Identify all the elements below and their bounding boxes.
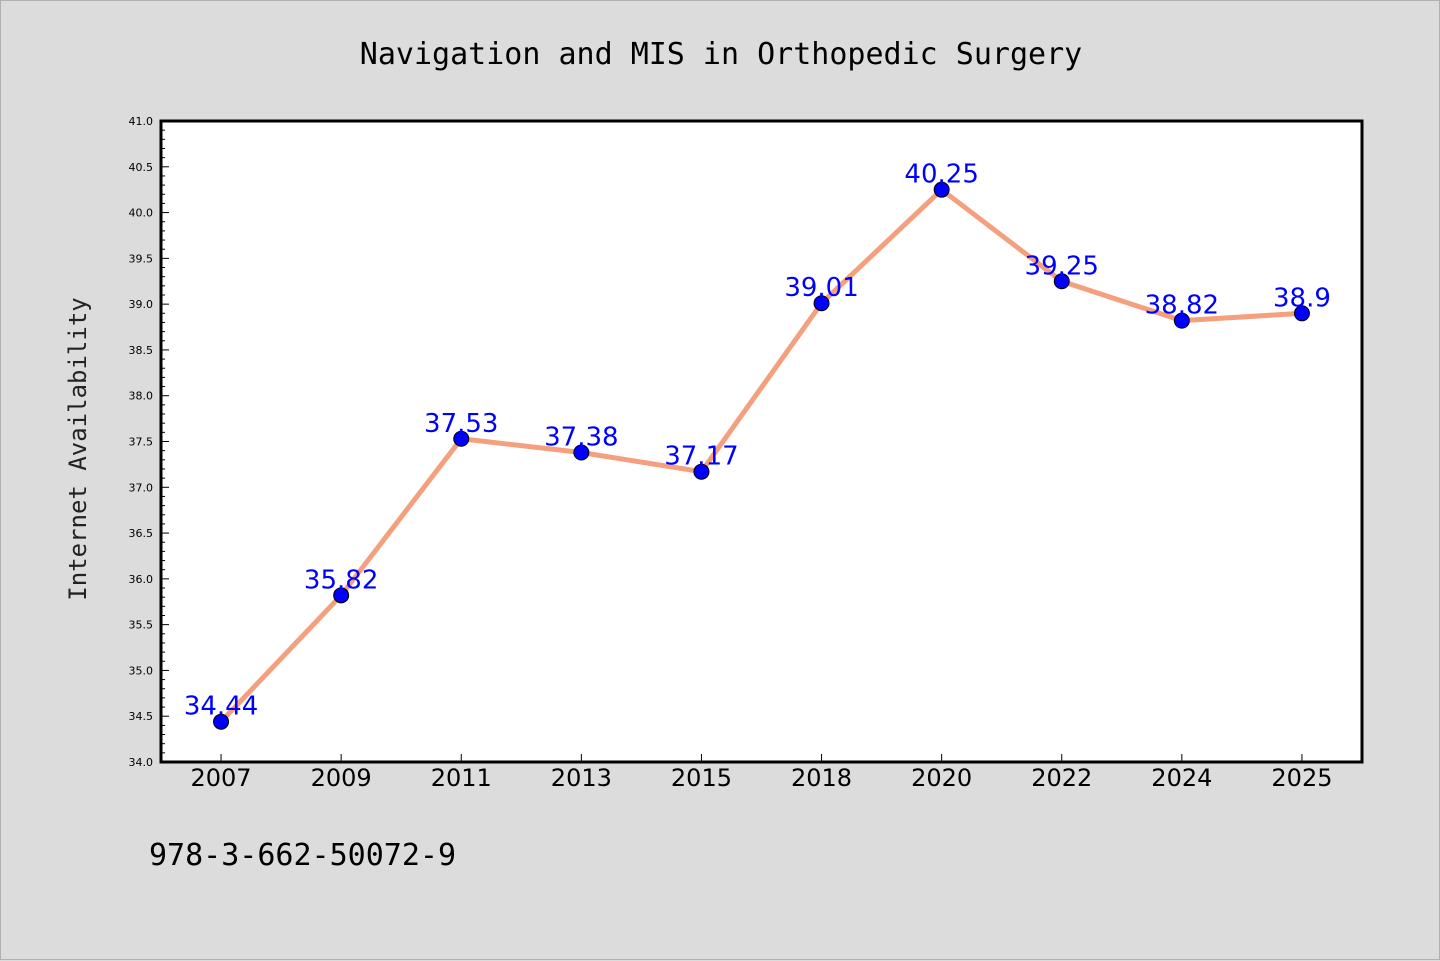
data-label: 38.9 <box>1273 283 1331 313</box>
y-axis-label: Internet Availability <box>64 297 92 600</box>
data-point <box>693 463 710 480</box>
data-label: 35.82 <box>304 565 378 595</box>
y-tick-label: 40.5 <box>129 161 154 174</box>
data-point <box>813 295 830 312</box>
y-tick-label: 40.0 <box>129 207 154 220</box>
y-tick-label: 37.0 <box>129 481 154 494</box>
data-label: 39.01 <box>784 273 858 303</box>
data-label: 38.82 <box>1145 291 1219 321</box>
y-tick-label: 35.5 <box>129 619 154 632</box>
x-tick-label: 2011 <box>431 764 492 792</box>
series-layer: 34.44 35.82 37.53 37.38 37.17 39.01 40.25 39.25… <box>184 160 1331 730</box>
y-tick-label: 37.5 <box>129 436 154 449</box>
y-tick-label: 39.5 <box>129 252 154 265</box>
x-tick-label: 2022 <box>1031 764 1092 792</box>
data-label: 37.38 <box>544 422 618 452</box>
x-tick-label: 2013 <box>551 764 612 792</box>
data-point <box>1053 273 1070 290</box>
x-tick-label: 2025 <box>1271 764 1332 792</box>
x-tick-label: 2015 <box>671 764 732 792</box>
x-tick-label: 2024 <box>1151 764 1212 792</box>
data-label: 34.44 <box>184 692 258 722</box>
y-tick-label: 35.0 <box>129 664 154 677</box>
chart-title: Navigation and MIS in Orthopedic Surgery <box>360 37 1082 72</box>
footer-isbn: 978-3-662-50072-9 <box>149 838 456 873</box>
data-point <box>453 430 470 447</box>
data-point <box>1293 305 1310 322</box>
x-tick-label: 2018 <box>791 764 852 792</box>
data-label: 39.25 <box>1025 251 1099 281</box>
data-label: 40.25 <box>904 160 978 190</box>
y-tick-label: 36.5 <box>129 527 154 540</box>
x-tick-label: 2009 <box>311 764 372 792</box>
series-line <box>218 187 1305 725</box>
y-tick-label: 34.5 <box>129 710 154 723</box>
data-label: 37.53 <box>424 409 498 439</box>
data-point <box>1173 312 1190 329</box>
y-tick-label: 36.0 <box>129 573 154 586</box>
data-label: 37.17 <box>664 442 738 472</box>
y-tick-label: 34.0 <box>129 756 154 769</box>
data-point <box>333 587 350 604</box>
y-tick-label: 41.0 <box>129 115 154 128</box>
plot-border <box>159 119 1364 764</box>
y-tick-label: 38.5 <box>129 344 154 357</box>
plot-area <box>161 121 1362 762</box>
x-tick-label: 2007 <box>191 764 252 792</box>
y-tick-label: 38.0 <box>129 390 154 403</box>
data-point <box>573 444 590 461</box>
data-point <box>933 181 950 198</box>
x-tick-label: 2020 <box>911 764 972 792</box>
y-tick-label: 39.0 <box>129 298 154 311</box>
data-point <box>213 713 230 730</box>
x-axis: 2007 2009 2011 2013 2015 2018 2020 2022 2024 2025 <box>191 754 1332 792</box>
